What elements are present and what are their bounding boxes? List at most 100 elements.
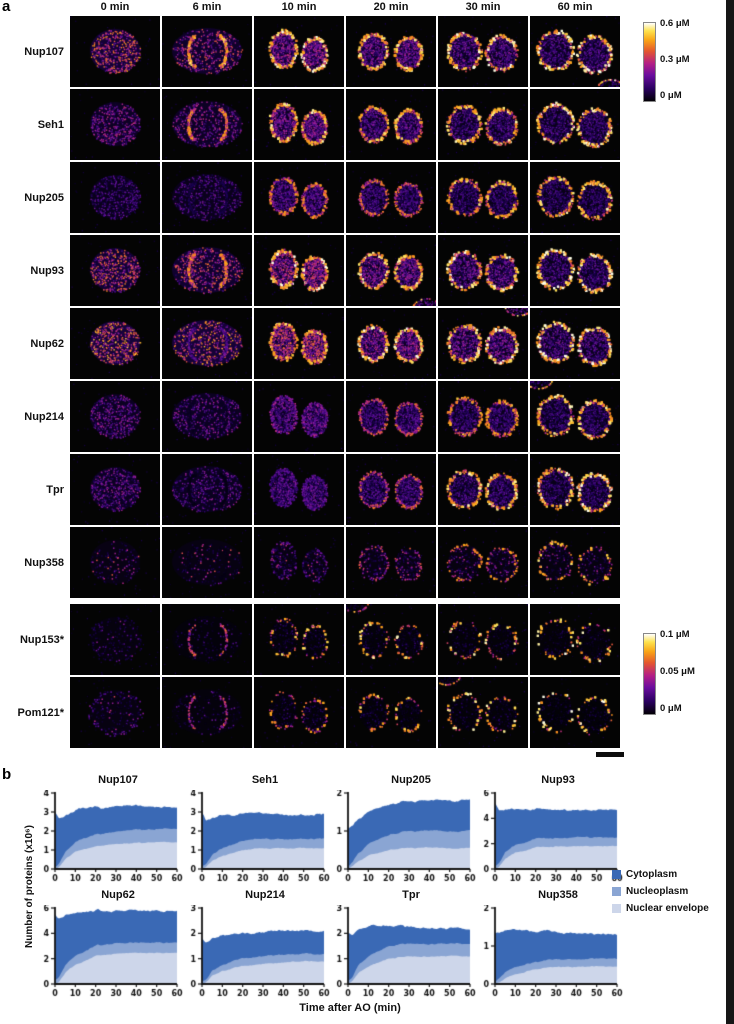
chart-Nup214: Nup214 <box>180 889 330 1000</box>
micrograph-cell <box>162 527 252 598</box>
micrograph-cell <box>70 89 160 160</box>
legend-label: Cytoplasm <box>626 869 678 880</box>
x-axis-label: Time after AO (min) <box>299 1002 401 1014</box>
micrograph-cell <box>70 235 160 306</box>
micrograph-cell <box>530 308 620 379</box>
legend-item: Cytoplasm <box>612 866 709 883</box>
micrograph-cell <box>70 527 160 598</box>
colorbar-tick-label: 0 μM <box>660 703 682 714</box>
micrograph-cell <box>254 454 344 525</box>
micrograph-cell <box>346 235 436 306</box>
micrograph-row <box>70 16 620 87</box>
micrograph-row <box>70 604 620 675</box>
protein-label: Tpr <box>46 483 64 496</box>
chart-title: Nup93 <box>541 774 575 786</box>
legend-swatch <box>612 904 621 913</box>
micrograph-cell <box>254 235 344 306</box>
chart-Nup62: Nup62 <box>33 889 183 1000</box>
protein-label: Seh1 <box>37 118 64 131</box>
chart-plot <box>326 790 476 885</box>
legend-swatch <box>612 870 621 879</box>
micrograph-cell <box>438 235 528 306</box>
chart-plot <box>326 905 476 1000</box>
time-label: 30 min <box>465 1 501 13</box>
micrograph-cell <box>70 308 160 379</box>
colorbar-tick-label: 0 μM <box>660 90 682 101</box>
protein-label: Pom121* <box>17 706 64 719</box>
micrograph-cell <box>530 677 620 748</box>
micrograph-cell <box>254 89 344 160</box>
micrograph-row <box>70 454 620 525</box>
chart-Seh1: Seh1 <box>180 774 330 885</box>
micrograph-row <box>70 527 620 598</box>
micrograph-cell <box>254 527 344 598</box>
time-label: 20 min <box>373 1 409 13</box>
micrograph-cell <box>162 162 252 233</box>
chart-plot <box>180 905 330 1000</box>
chart-title: Nup107 <box>98 774 138 786</box>
micrograph-cell <box>530 527 620 598</box>
micrograph-cell <box>438 454 528 525</box>
protein-label: Nup93 <box>30 264 64 277</box>
legend-swatch <box>612 887 621 896</box>
scale-bar <box>596 752 624 757</box>
micrograph-cell <box>530 381 620 452</box>
protein-label: Nup214 <box>24 410 64 423</box>
micrograph-cell <box>346 604 436 675</box>
micrograph-cell <box>346 677 436 748</box>
micrograph-cell <box>438 604 528 675</box>
legend-label: Nuclear envelope <box>626 903 709 914</box>
micrograph-cell <box>346 89 436 160</box>
colorbar-low-range: 0.1 μM 0.05 μM 0 μM <box>643 629 734 727</box>
micrograph-cell <box>70 381 160 452</box>
micrograph-cell <box>346 162 436 233</box>
micrograph-cell <box>438 677 528 748</box>
micrograph-cell <box>162 381 252 452</box>
time-label: 10 min <box>281 1 317 13</box>
micrograph-row <box>70 677 620 748</box>
micrograph-cell <box>254 16 344 87</box>
micrograph-cell <box>438 527 528 598</box>
chart-Tpr: Tpr <box>326 889 476 1000</box>
micrograph-cell <box>254 604 344 675</box>
time-label: 0 min <box>100 1 130 13</box>
micrograph-cell <box>254 677 344 748</box>
micrograph-cell <box>254 308 344 379</box>
micrograph-cell <box>162 16 252 87</box>
micrograph-cell <box>438 308 528 379</box>
chart-Nup205: Nup205 <box>326 774 476 885</box>
micrograph-cell <box>530 235 620 306</box>
micrograph-cell <box>70 677 160 748</box>
micrograph-cell <box>530 162 620 233</box>
micrograph-row <box>70 89 620 160</box>
chart-plot <box>33 790 183 885</box>
micrograph-cell <box>162 604 252 675</box>
micrograph-cell <box>438 381 528 452</box>
chart-title: Nup358 <box>538 889 578 901</box>
micrograph-cell <box>530 454 620 525</box>
time-label: 6 min <box>192 1 222 13</box>
micrograph-cell <box>346 527 436 598</box>
micrograph-cell <box>438 162 528 233</box>
micrograph-cell <box>346 381 436 452</box>
panel-a-label: a <box>2 0 11 15</box>
time-label: 60 min <box>557 1 593 13</box>
micrograph-cell <box>438 16 528 87</box>
chart-plot <box>473 905 623 1000</box>
colorbar-tick-label: 0.1 μM <box>660 629 690 640</box>
micrograph-cell <box>70 604 160 675</box>
micrograph-cell <box>70 16 160 87</box>
colorbar-tick-label: 0.05 μM <box>660 666 695 677</box>
micrograph-cell <box>70 162 160 233</box>
micrograph-cell <box>530 604 620 675</box>
chart-Nup93: Nup93 <box>473 774 623 885</box>
colorbar-gradient <box>643 633 656 715</box>
micrograph-cell <box>162 308 252 379</box>
chart-title: Nup214 <box>245 889 285 901</box>
micrograph-row <box>70 308 620 379</box>
micrograph-cell <box>254 162 344 233</box>
micrograph-row <box>70 235 620 306</box>
chart-title: Nup205 <box>391 774 431 786</box>
legend-item: Nuclear envelope <box>612 900 709 917</box>
